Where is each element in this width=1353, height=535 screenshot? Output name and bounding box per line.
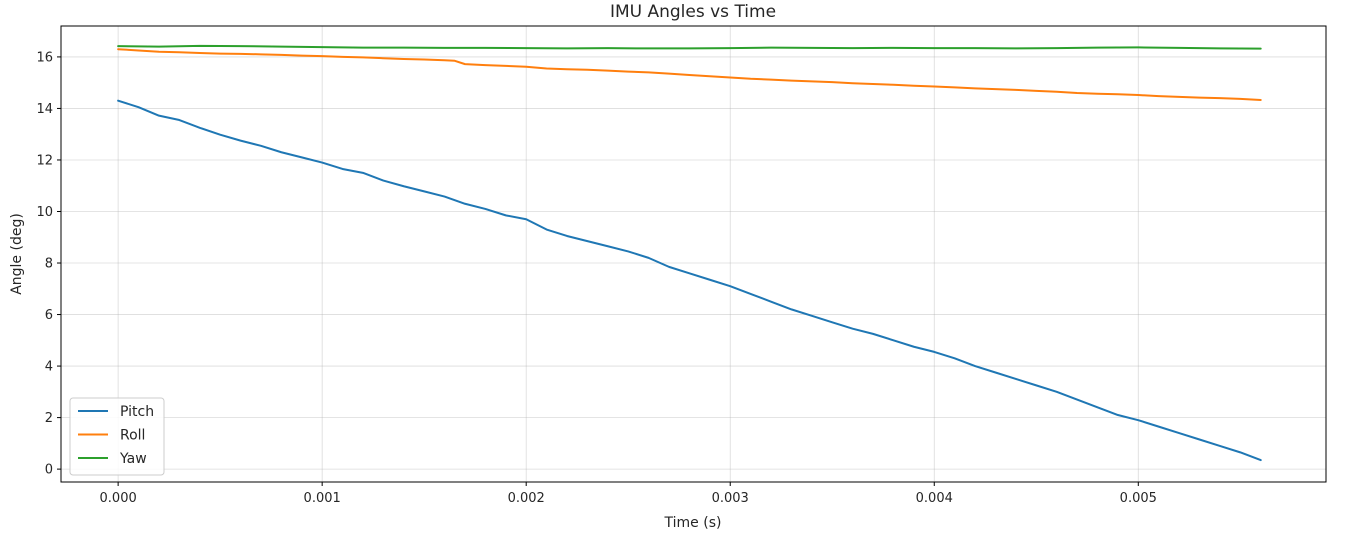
y-tick-label: 0 [45,463,53,478]
x-tick-label: 0.002 [508,491,545,506]
y-tick-label: 8 [45,257,53,272]
series-line-roll [117,48,1262,101]
y-tick-label: 2 [45,411,53,426]
axis-ticks: 0.000 0.001 0.002 0.003 0.004 0.005 0 2 4 6 8 10 12 1… [36,50,1156,506]
y-tick-label: 4 [45,360,53,375]
series-line-yaw [117,44,1262,50]
legend-label-roll: Roll [120,428,145,444]
x-tick-label: 0.003 [712,491,749,506]
x-tick-label: 0.000 [100,491,137,506]
legend-box [69,397,165,476]
y-axis-label: Angle (deg) [9,213,25,295]
plot-frame [60,25,1327,483]
y-tick-label: 10 [36,205,53,220]
y-tick-label: 12 [36,153,53,168]
legend: Pitch Roll Yaw [69,397,165,476]
x-tick-label: 0.001 [304,491,341,506]
x-tick-label: 0.004 [916,491,953,506]
y-tick-label: 16 [36,50,53,65]
legend-label-yaw: Yaw [119,451,147,467]
x-tick-label: 0.005 [1120,491,1157,506]
legend-label-pitch: Pitch [120,404,154,420]
x-axis-label: Time (s) [664,515,722,531]
plot-series [117,44,1262,462]
chart-title: IMU Angles vs Time [610,2,776,22]
grid-lines [61,26,1326,482]
y-tick-label: 14 [36,102,53,117]
series-line-pitch [117,99,1262,462]
y-tick-label: 6 [45,308,53,323]
